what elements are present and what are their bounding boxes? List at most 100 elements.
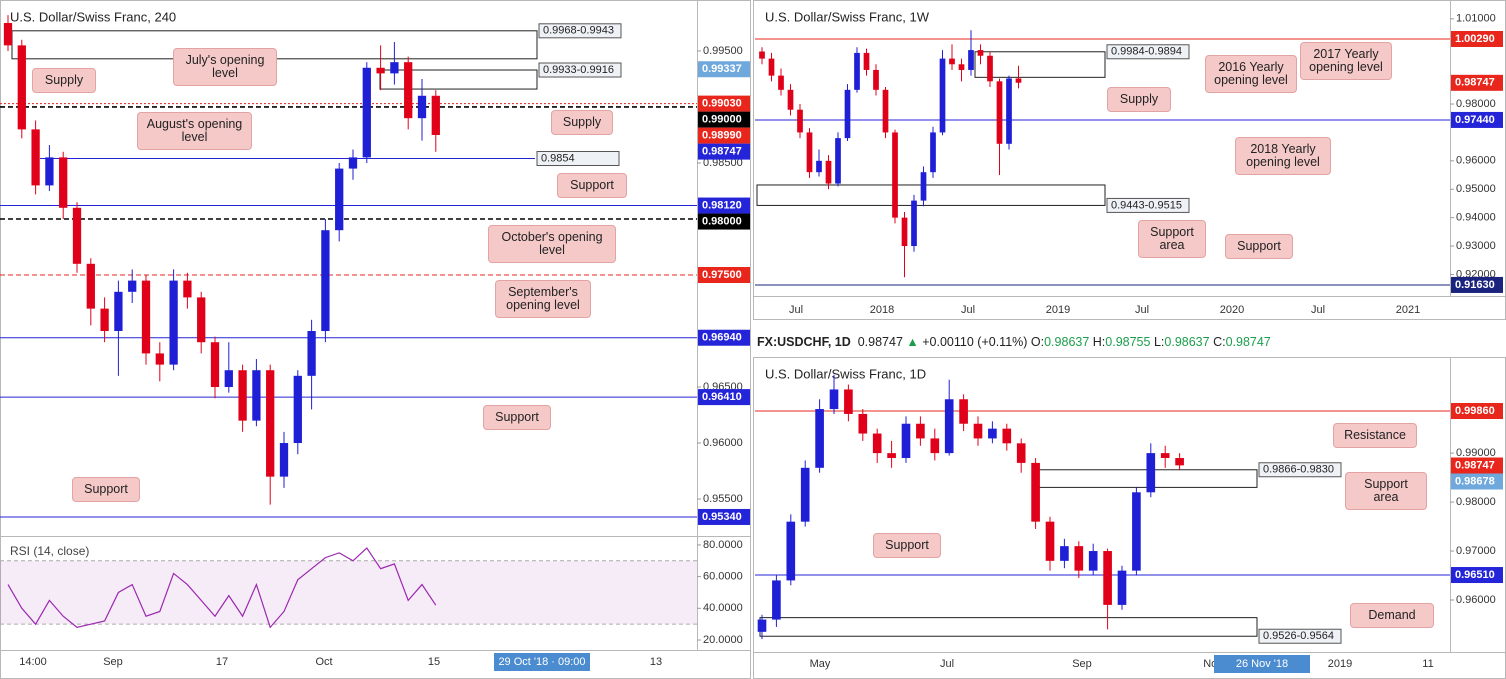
candle-body — [987, 55, 993, 82]
candle-body — [100, 308, 109, 332]
price-tag — [1451, 403, 1503, 420]
price-tag-label: 0.98747 — [1455, 459, 1495, 471]
x-tick-label: 2020 — [1220, 304, 1244, 316]
candle-body — [800, 467, 810, 522]
symbol-bar: FX:USDCHF, 1D 0.98747 ▲ +0.00110 (+0.11%… — [757, 335, 1271, 349]
zone-label: 0.9854 — [541, 152, 575, 164]
x-tick-label: 13 — [650, 656, 662, 668]
candle-body — [1016, 443, 1026, 463]
price-tag — [698, 111, 750, 128]
y-tick-label: 0.95500 — [703, 493, 743, 505]
candle-body — [815, 409, 824, 468]
y-tick-label: 0.96000 — [1456, 594, 1496, 606]
candle-body — [806, 132, 813, 173]
candle-body — [307, 331, 316, 376]
price-tag-label: 1.00290 — [1455, 33, 1495, 45]
candle-body — [835, 138, 841, 184]
zone-label-box — [536, 151, 620, 167]
candle-body — [959, 399, 968, 424]
candle-body — [873, 69, 879, 90]
candle-body — [759, 51, 765, 59]
candle-body — [59, 157, 68, 208]
callout: Support — [873, 533, 941, 558]
y-tick-label: 0.94000 — [1456, 212, 1496, 224]
callout: Resistance — [1333, 423, 1417, 448]
y-tick-label: 0.96000 — [1456, 155, 1496, 167]
candle-body — [778, 75, 784, 90]
x-tick-label: 15 — [428, 656, 440, 668]
candle-body — [920, 172, 927, 201]
candle-body — [1015, 78, 1022, 83]
price-tag — [698, 508, 750, 525]
open: 0.98637 — [1044, 335, 1090, 349]
candle-body — [797, 109, 803, 133]
callout: October's opening level — [488, 225, 616, 263]
zone — [1034, 469, 1258, 488]
candle-body — [968, 50, 974, 70]
candle-body — [45, 157, 54, 186]
zone-label-box — [538, 23, 622, 39]
callout: Support area — [1138, 220, 1206, 258]
price-tag-label: 0.96940 — [702, 332, 742, 344]
candle-body — [844, 389, 853, 414]
price-tag — [1451, 473, 1503, 490]
y-tick-label: 0.98500 — [703, 157, 743, 169]
y-tick-label: 0.97000 — [1456, 545, 1496, 557]
last-price: 0.98747 — [857, 335, 903, 349]
price-tag-label: 0.99000 — [702, 114, 742, 126]
price-tag — [1451, 30, 1503, 47]
candle-body — [854, 52, 860, 90]
change: +0.00110 (+0.11%) — [922, 335, 1028, 349]
zone-label: 0.9526-0.9564 — [1263, 630, 1334, 642]
cursor-label: 29 Oct '18 · 09:00 — [498, 656, 585, 668]
candle-body — [114, 291, 123, 332]
x-tick-label: Jul — [961, 304, 975, 316]
candle-body — [376, 67, 385, 74]
candle-body — [266, 370, 275, 477]
callout: 2018 Yearly opening level — [1235, 137, 1331, 175]
x-tick-label: Sep — [103, 656, 123, 668]
price-tag-label: 0.98990 — [702, 130, 742, 142]
candle-body — [197, 297, 206, 343]
price-tag — [698, 143, 750, 160]
candle-body — [1088, 551, 1098, 571]
candle-body — [1045, 521, 1055, 561]
rsi-y-tick-label: 60.0000 — [703, 571, 743, 583]
candle-body — [973, 423, 983, 439]
candle-body — [390, 62, 399, 74]
cursor-box — [1214, 655, 1310, 673]
price-tag-label: 0.98678 — [1455, 475, 1495, 487]
zone-label: 0.9443-0.9515 — [1111, 199, 1182, 211]
candle-body — [829, 389, 839, 410]
y-tick-label: 0.98000 — [1456, 98, 1496, 110]
candle-body — [887, 453, 896, 459]
candle-body — [183, 280, 192, 298]
candle-body — [3, 22, 13, 46]
callout: Support — [557, 173, 627, 198]
rsi-title: RSI (14, close) — [10, 544, 89, 558]
price-tag-label: 0.98747 — [1455, 77, 1495, 89]
rsi-y-tick-label: 80.0000 — [703, 539, 743, 551]
rsi-y-tick-label: 20.0000 — [703, 634, 743, 646]
callout: Demand — [1350, 603, 1434, 628]
candle-body — [772, 580, 781, 620]
price-tag-label: 0.98000 — [702, 215, 742, 227]
candle-body — [155, 353, 164, 365]
price-tag-label: 0.96410 — [702, 391, 742, 403]
candle-body — [31, 129, 40, 186]
candle-body — [882, 89, 889, 133]
zone-label-box — [1258, 462, 1342, 478]
cursor-label: 26 Nov '18 — [1236, 658, 1288, 670]
candle-body — [279, 443, 289, 477]
zone — [759, 617, 1258, 637]
candle-body — [293, 375, 302, 444]
callout: 2016 Yearly opening level — [1205, 55, 1297, 93]
candle-body — [930, 438, 940, 454]
candle-body — [1175, 458, 1184, 466]
candle-body — [141, 280, 151, 354]
price-tag — [698, 267, 750, 284]
price-tag-label: 0.95340 — [702, 511, 742, 523]
candle-body — [1103, 551, 1112, 605]
callout: Support — [72, 477, 140, 502]
